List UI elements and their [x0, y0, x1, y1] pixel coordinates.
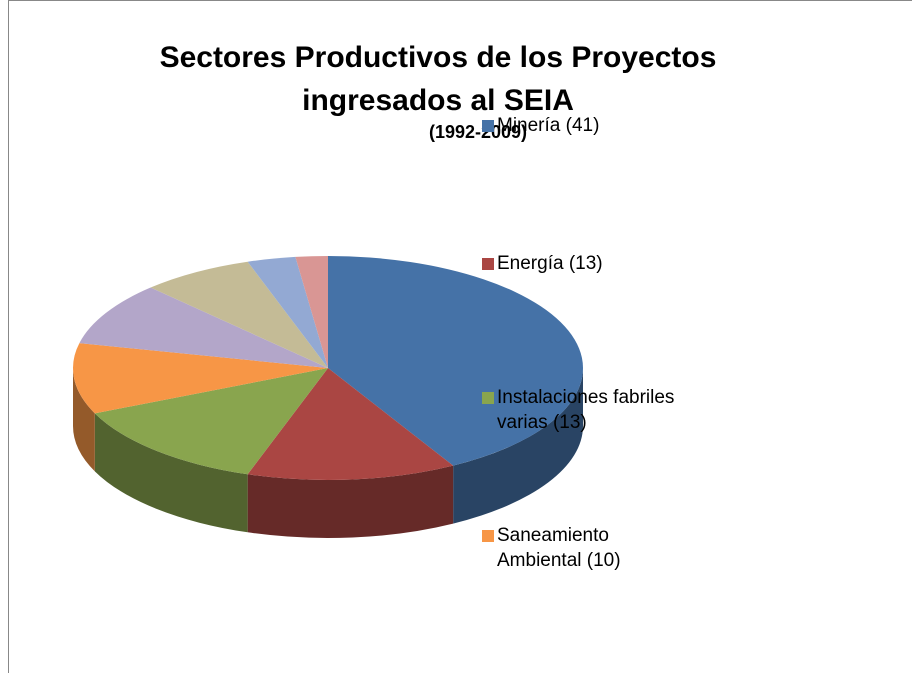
pie-slice-side: [73, 368, 95, 472]
chart-title: Sectores Productivos de los Proyectos in…: [159, 41, 717, 117]
legend-swatch: [482, 258, 494, 270]
legend-swatch: [482, 392, 494, 404]
pie-slice: [247, 256, 328, 368]
legend-swatch: [482, 120, 494, 132]
pie-slice-side: [453, 368, 583, 524]
legend-label: Energía (13): [497, 253, 603, 274]
pie-slice: [150, 261, 328, 368]
chart-subtitle: (1992-2009): [428, 122, 528, 142]
legend-label: Instalaciones fabriles varias (13): [497, 387, 675, 433]
legend-label: Saneamiento Ambiental (10): [497, 525, 621, 571]
pie-slice: [247, 368, 454, 480]
legend-swatch: [482, 530, 494, 542]
pie-slice: [94, 368, 328, 475]
pie-slice: [295, 256, 328, 368]
pie-slice: [328, 256, 584, 466]
pie-slice: [73, 343, 328, 414]
pie-slice: [79, 287, 329, 368]
pie-slice-side: [94, 413, 248, 533]
legend-label: Minería (41): [497, 115, 600, 136]
pie-slice-side: [247, 465, 454, 539]
